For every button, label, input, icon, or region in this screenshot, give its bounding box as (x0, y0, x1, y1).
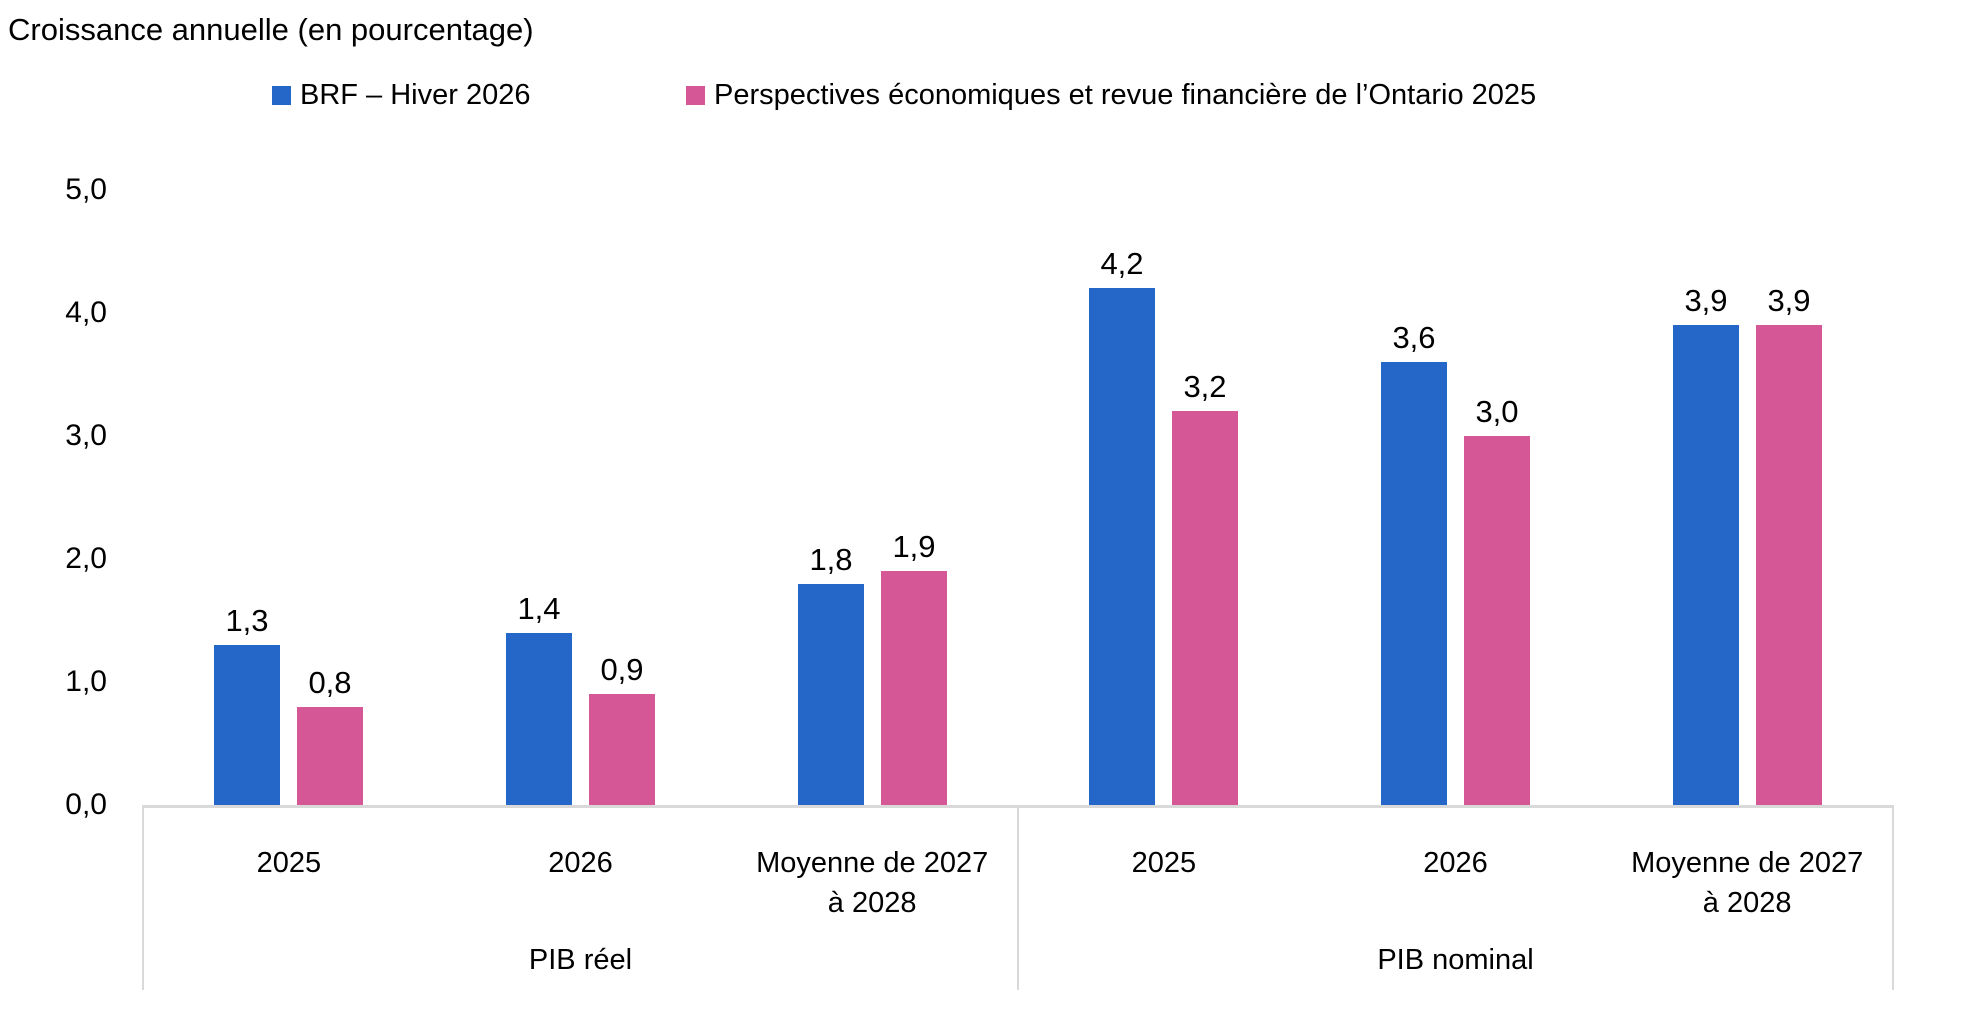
bar-value-label: 3,2 (1183, 369, 1227, 404)
bar-value-label: 3,9 (1767, 283, 1811, 318)
chart-legend: BRF – Hiver 2026 Perspectives économique… (0, 78, 1963, 118)
legend-item-brf: BRF – Hiver 2026 (272, 79, 531, 112)
bar (1756, 325, 1822, 805)
axis-group-separator (1892, 805, 1894, 990)
bar-value-label: 3,0 (1475, 394, 1519, 429)
category-label: 2025 (1131, 847, 1197, 879)
y-axis-tick-label: 0,0 (65, 788, 107, 821)
category-label: 2026 (548, 847, 613, 879)
legend-label-brf: BRF – Hiver 2026 (300, 79, 531, 111)
category-label: 2026 (1423, 847, 1488, 879)
y-axis-tick-label: 5,0 (65, 173, 107, 206)
bar (214, 645, 280, 805)
chart-title: Croissance annuelle (en pourcentage) (8, 12, 534, 47)
y-axis-tick-label: 3,0 (65, 419, 107, 452)
bar (506, 633, 572, 805)
bar-value-label: 3,6 (1392, 320, 1436, 355)
category-label: Moyenne de 2027 à 2028 (756, 847, 989, 919)
legend-item-perspectives: Perspectives économiques et revue financ… (686, 79, 1536, 112)
y-axis-tick-label: 4,0 (65, 296, 107, 329)
legend-swatch-brf-icon (272, 86, 291, 105)
bar-value-label: 3,9 (1684, 283, 1728, 318)
bar (589, 694, 655, 805)
group-label: PIB nominal (1377, 944, 1534, 976)
bar (881, 571, 947, 805)
axis-group-separator (142, 805, 144, 990)
bar (1464, 436, 1530, 805)
category-label: 2025 (256, 847, 322, 879)
legend-label-perspectives: Perspectives économiques et revue financ… (714, 79, 1537, 111)
axis-group-separator (1017, 805, 1019, 990)
bar-value-label: 1,3 (225, 603, 269, 638)
bar-value-label: 1,4 (517, 591, 561, 626)
bar (297, 707, 363, 805)
bar-value-label: 0,8 (308, 665, 352, 700)
category-label: Moyenne de 2027 à 2028 (1631, 847, 1864, 919)
bar-value-label: 1,9 (892, 529, 936, 564)
bar-value-label: 1,8 (809, 542, 853, 577)
bar (1673, 325, 1739, 805)
bar (798, 584, 864, 805)
y-axis-tick-label: 2,0 (65, 542, 107, 575)
y-axis-tick-label: 1,0 (65, 665, 107, 698)
legend-swatch-perspectives-icon (686, 86, 705, 105)
bar (1172, 411, 1238, 805)
bar (1089, 288, 1155, 805)
bar-value-label: 4,2 (1100, 246, 1144, 281)
bar-value-label: 0,9 (600, 652, 644, 687)
bar (1381, 362, 1447, 805)
group-label: PIB réel (528, 944, 633, 976)
